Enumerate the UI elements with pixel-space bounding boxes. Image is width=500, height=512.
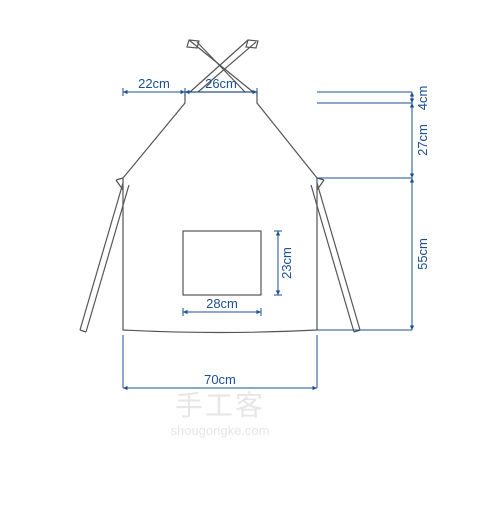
dim-top-right-label: 26cm [205,76,237,91]
arrowhead [410,98,414,103]
arrowhead [276,290,280,295]
dim-low-right-label: 55cm [415,238,430,270]
dim-pocket-h-label: 23cm [279,247,294,279]
waist-notch-left [116,178,123,180]
apron-diagram: 手工客 shougongke.com 22cm 26cm 28cm 70cm 4cm 27cm… [0,0,500,512]
neck-tab-right [246,40,258,48]
arrowhead [123,386,128,390]
dim-bottom-label: 70cm [204,372,236,387]
waist-tie-left [80,183,123,330]
arrowhead [183,310,188,314]
arrowhead [410,325,414,330]
arrowhead [410,178,414,183]
pocket-outline [183,231,261,295]
arrowhead [410,92,414,97]
arrowhead [123,90,128,94]
watermark-sub: shougongke.com [170,423,269,438]
waist-tie-left-end [80,330,86,332]
dim-pocket-w-label: 28cm [206,296,238,311]
arrowhead [180,90,185,94]
arrowhead [410,173,414,178]
arrowhead [410,103,414,108]
arrowhead [312,386,317,390]
arrowhead [252,90,257,94]
arrowhead [256,310,261,314]
dim-upper-right-label: 4cm [415,86,430,111]
waist-tie-right [317,183,360,330]
arrowhead [185,90,190,94]
dim-mid-right-label: 27cm [415,124,430,156]
arrowhead [276,231,280,236]
watermark-main: 手工客 [175,390,265,421]
dim-top-left-label: 22cm [138,76,170,91]
